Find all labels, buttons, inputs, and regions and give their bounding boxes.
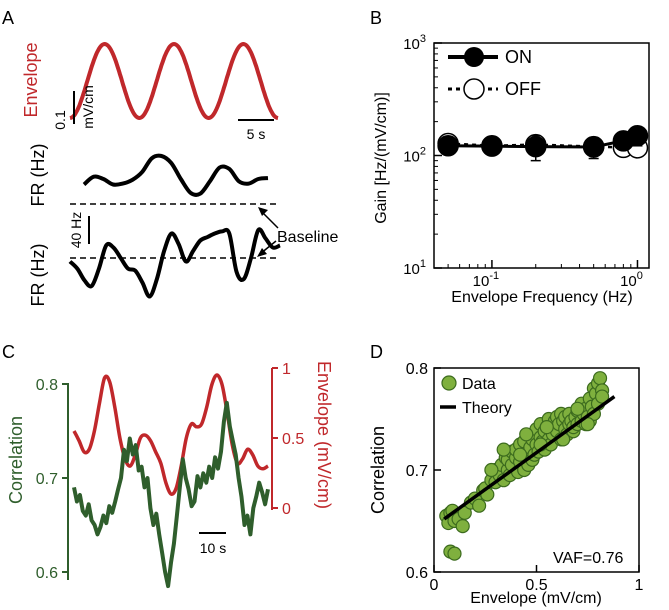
amplitude-scale-unit: mV/cm xyxy=(80,85,96,129)
on-marker xyxy=(524,135,547,158)
gain-series xyxy=(437,124,649,162)
panel-b: B 101 102 103 10-1 100 Envelope Frequency (… xyxy=(370,8,650,306)
panel-a: A Envelope 0.1 mV/cm 5 s FR (Hz) FR (Hz)… xyxy=(2,8,338,306)
y-tick-label-b: 101 xyxy=(403,258,426,278)
y-tick-label-d: 0.8 xyxy=(406,361,428,378)
data-point xyxy=(570,401,585,416)
data-point xyxy=(594,389,610,404)
y-tick-label-b: 103 xyxy=(403,33,426,53)
arrowhead-up-icon xyxy=(258,207,268,216)
y-tick-label-b: 102 xyxy=(403,146,426,166)
on-marker xyxy=(626,124,649,147)
y-tick-label-d: 0.6 xyxy=(406,565,428,582)
time-scale-label-c: 10 s xyxy=(200,540,226,556)
data-point xyxy=(455,518,470,534)
legend-label-theory: Theory xyxy=(462,400,512,417)
vaf-annotation: VAF=0.76 xyxy=(553,550,624,567)
fr-on-trace xyxy=(82,153,269,197)
data-point xyxy=(592,371,608,386)
panel-label-c: C xyxy=(2,342,15,362)
x-axis-ticks-d: 0 0.5 1 xyxy=(430,565,644,594)
on-marker xyxy=(481,135,503,157)
x-tick-label-d: 0.5 xyxy=(525,577,547,594)
amplitude-scale-value: 0.1 xyxy=(52,110,68,130)
data-point xyxy=(472,498,487,513)
x-axis-ticks-b: 10-1 100 xyxy=(447,260,643,290)
x-tick-label-d: 0 xyxy=(430,577,439,594)
panel-label-a: A xyxy=(2,8,14,28)
correlation-trace-c xyxy=(72,400,270,589)
legend-b: ON OFF xyxy=(448,47,541,100)
y-axis-ticks-b: 101 102 103 xyxy=(403,33,442,278)
right-tick-label-c: 0.5 xyxy=(282,431,304,448)
fr-label-bottom: FR (Hz) xyxy=(28,244,48,307)
data-point xyxy=(484,462,499,478)
left-tick-label-c: 0.7 xyxy=(36,471,58,488)
on-marker xyxy=(437,135,459,157)
left-tick-label-c: 0.6 xyxy=(36,565,58,582)
x-tick-label-b: 10-1 xyxy=(473,270,499,290)
fr-off-trace xyxy=(68,227,281,299)
data-point xyxy=(519,427,534,442)
fr-scale-label: 40 Hz xyxy=(68,212,84,249)
y-tick-label-d: 0.7 xyxy=(406,463,428,480)
on-marker xyxy=(582,136,605,158)
envelope-label: Envelope xyxy=(21,42,41,117)
right-ticks-c: 00.51 xyxy=(272,361,304,518)
panel-d: D 0.60.70.8 0 0.5 1 Envelope (mV/cm) Corre… xyxy=(368,342,644,607)
y-axis-label-left-c: Correlation xyxy=(6,416,26,504)
baseline-label: Baseline xyxy=(277,229,338,246)
y-axis-label-b: Gain [Hz/(mV/cm)] xyxy=(373,92,390,224)
y-axis-label-d: Correlation xyxy=(368,426,388,514)
y-axis-label-right-c: Envelope (mV/cm) xyxy=(314,361,334,509)
legend-d: Data Theory xyxy=(440,375,512,417)
legend-label-on: ON xyxy=(505,47,532,67)
arrowhead-down-icon xyxy=(257,248,267,257)
x-tick-label-d: 1 xyxy=(635,577,644,594)
y-axis-ticks-d: 0.6 0.7 0.8 xyxy=(406,361,441,582)
data-point xyxy=(512,447,528,462)
panel-c: C 0.60.70.8 00.51 Correlation Envelope (… xyxy=(2,342,334,589)
data-point xyxy=(496,442,511,457)
panel-label-b: B xyxy=(370,8,382,28)
fr-label-top: FR (Hz) xyxy=(28,144,48,207)
time-scale-label: 5 s xyxy=(247,126,266,142)
legend-marker-on xyxy=(464,47,484,67)
legend-marker-off xyxy=(463,78,485,100)
legend-label-data: Data xyxy=(462,376,496,393)
left-ticks-c: 0.6 0.7 0.8 xyxy=(36,377,68,582)
data-points-d xyxy=(439,371,610,561)
x-tick-label-b: 100 xyxy=(620,270,643,290)
legend-marker-data xyxy=(441,375,457,391)
theory-line xyxy=(443,395,616,521)
x-axis-label-b: Envelope Frequency (Hz) xyxy=(451,289,632,306)
right-tick-label-c: 1 xyxy=(282,361,291,378)
left-tick-label-c: 0.8 xyxy=(36,377,58,394)
panel-label-d: D xyxy=(370,342,383,362)
x-axis-label-d: Envelope (mV/cm) xyxy=(470,590,602,607)
data-point xyxy=(447,546,462,561)
right-tick-label-c: 0 xyxy=(282,501,291,518)
data-point xyxy=(539,420,554,435)
legend-label-off: OFF xyxy=(505,79,541,99)
envelope-trace xyxy=(69,41,279,121)
